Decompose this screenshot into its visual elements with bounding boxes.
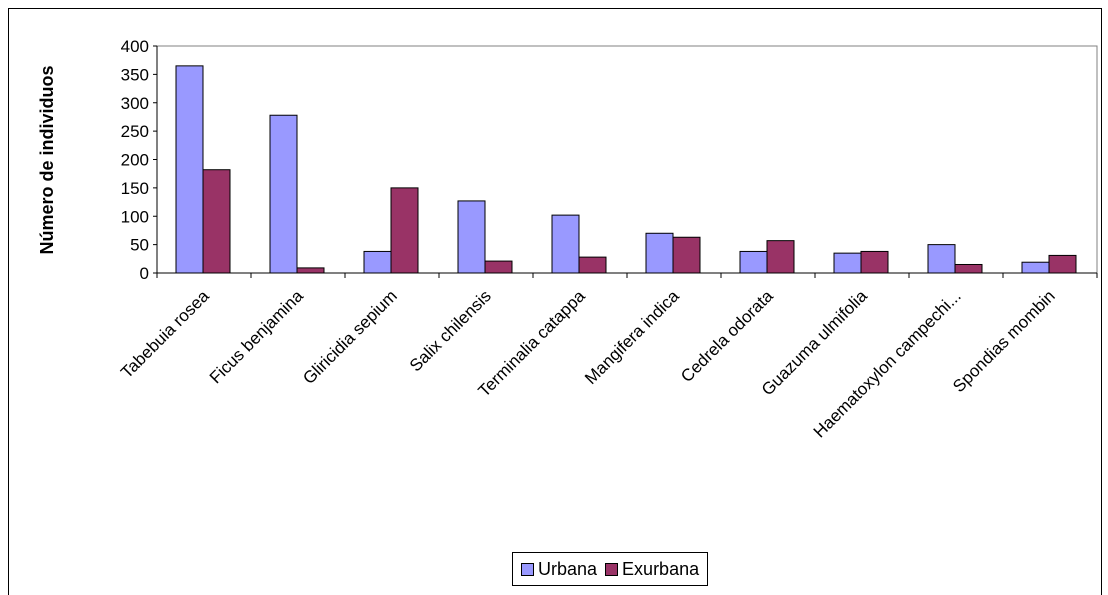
x-tick-label: Terminalia catappa — [474, 286, 589, 401]
y-axis-title: Número de individuos — [37, 65, 57, 254]
bar-urbana — [645, 232, 674, 274]
bar-exurbana — [954, 263, 983, 274]
y-tick-label: 350 — [121, 65, 149, 84]
legend: Urbana Exurbana — [512, 552, 709, 586]
y-tick-label: 150 — [121, 179, 149, 198]
bar-exurbana — [1048, 254, 1077, 274]
bar-urbana — [833, 252, 862, 274]
x-tick-label: Salix chilensis — [406, 286, 495, 375]
chart-frame — [8, 8, 1102, 595]
bar-urbana — [739, 250, 768, 274]
legend-swatch — [605, 562, 619, 576]
bar-exurbana — [860, 250, 889, 274]
y-tick-label: 400 — [121, 37, 149, 56]
bar-exurbana — [766, 240, 795, 274]
legend-item: Urbana — [521, 559, 597, 580]
x-tick-label: Gliricidia sepium — [299, 286, 401, 388]
legend-swatch — [521, 562, 534, 576]
legend-item: Exurbana — [605, 559, 699, 580]
plot-area: 0 50 100 150 200 250 300 350 400 Tabebuia roseaFi… — [117, 37, 1098, 441]
x-tick-label: Tabebuia rosea — [117, 286, 213, 382]
bar-urbana — [551, 214, 580, 274]
bar-exurbana — [578, 256, 607, 274]
plot-frame — [156, 45, 1098, 274]
bar-urbana — [363, 250, 392, 274]
y-tick-label: 300 — [121, 94, 149, 113]
x-tick-label: Cedrela odorata — [677, 286, 777, 386]
bar-urbana — [457, 200, 486, 274]
legend-label: Urbana — [538, 558, 598, 579]
bar-urbana — [1021, 261, 1050, 274]
bar-exurbana — [202, 169, 231, 274]
x-tick-label: Mangifera indica — [581, 286, 683, 388]
bar-exurbana — [296, 267, 325, 274]
x-tick-label: Spondias mombin — [949, 286, 1059, 396]
y-tick-label: 250 — [121, 122, 149, 141]
y-tick-label: 50 — [130, 236, 149, 255]
bar-exurbana — [484, 260, 513, 274]
legend-label: Exurbana — [622, 558, 700, 579]
bar-urbana — [175, 65, 204, 274]
bar-urbana — [927, 244, 956, 274]
y-tick-label: 200 — [121, 151, 149, 170]
x-tick-label: Ficus benjamina — [206, 286, 307, 387]
bar-exurbana — [390, 187, 419, 274]
bar-exurbana — [672, 236, 701, 274]
y-tick-label: 0 — [140, 264, 149, 283]
bar-urbana — [269, 114, 298, 274]
y-tick-label: 100 — [121, 207, 149, 226]
